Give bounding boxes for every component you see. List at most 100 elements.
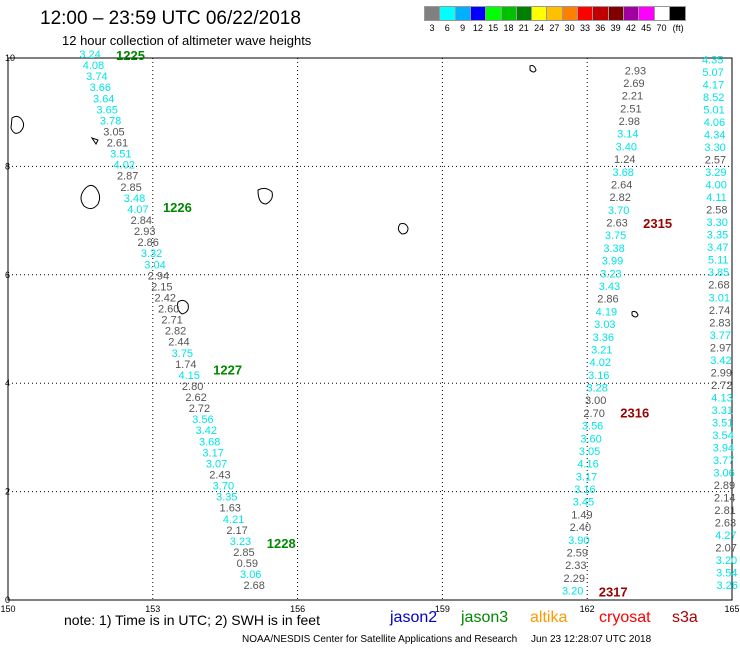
wave-height-value: 8.52: [703, 92, 724, 104]
wave-height-value: 3.36: [593, 332, 614, 344]
wave-height-value: 3.30: [706, 217, 727, 229]
credit-text: NOAA/NESDIS Center for Satellite Applica…: [242, 634, 518, 645]
wave-height-value: 2.69: [623, 78, 644, 90]
wave-height-value: 3.26: [716, 580, 737, 592]
wave-height-value: 3.51: [712, 417, 733, 429]
wave-height-value: 4.07: [127, 204, 148, 216]
island-outline: [10, 115, 25, 134]
wave-height-value: 3.75: [172, 348, 193, 360]
wave-height-value: 3.43: [599, 281, 620, 293]
wave-height-value: 3.85: [708, 267, 729, 279]
legend-label: 27: [549, 23, 560, 33]
wave-height-value: 3.47: [707, 242, 728, 254]
wave-height-value: 2.72: [189, 403, 210, 415]
lat-tick-label: 2: [5, 487, 10, 497]
lat-tick-label: 6: [5, 270, 10, 280]
footer-note: note: 1) Time is in UTC; 2) SWH is in fe…: [64, 612, 320, 628]
island-outline: [631, 310, 639, 318]
wave-height-value: 5.07: [702, 67, 723, 79]
map-frame: [7, 57, 733, 601]
wave-height-value: 2.44: [168, 337, 189, 349]
legend-label: 45: [641, 23, 652, 33]
wave-height-value: 2.74: [709, 305, 730, 317]
wave-height-value: 3.54: [712, 430, 733, 442]
legend-label: 36: [595, 23, 606, 33]
lon-tick-label: 162: [580, 604, 595, 614]
wave-height-value: 2.86: [597, 294, 618, 306]
wave-height-value: 2.07: [715, 543, 736, 555]
legend-label: 9: [460, 23, 466, 33]
wave-height-value: 2.82: [609, 192, 630, 204]
wave-height-value: 4.17: [703, 79, 724, 91]
wave-height-value: 3.01: [709, 292, 730, 304]
wave-height-value: 2.63: [606, 218, 627, 230]
pass-time-label: 2315: [643, 216, 672, 231]
wave-height-value: 3.77: [710, 330, 731, 342]
wave-height-value: 2.81: [714, 505, 735, 517]
wave-height-value: 2.86: [137, 237, 158, 249]
wave-height-value: 2.62: [185, 392, 206, 404]
wave-height-value: 3.35: [707, 230, 728, 242]
wave-height-value: 2.70: [583, 408, 604, 420]
wave-height-value: 2.97: [710, 342, 731, 354]
wave-height-value: 3.60: [580, 433, 601, 445]
wave-height-value: 3.78: [100, 115, 121, 127]
island-outline: [177, 299, 189, 315]
wave-height-value: 3.38: [603, 243, 624, 255]
legend-label: 30: [564, 23, 575, 33]
wave-height-value: 2.51: [620, 103, 641, 115]
wave-height-value: 3.74: [86, 71, 107, 83]
wave-height-value: 3.40: [616, 141, 637, 153]
wave-height-value: 3.20: [562, 586, 583, 598]
lat-tick-label: 10: [5, 53, 15, 63]
wave-height-value: 2.71: [161, 315, 182, 327]
wave-height-value: 3.29: [705, 167, 726, 179]
wave-height-value: 4.08: [83, 60, 104, 72]
wave-height-value: 3.20: [716, 555, 737, 567]
wave-height-value: 3.90: [568, 535, 589, 547]
pass-time-label: 1227: [213, 362, 242, 377]
wave-height-value: 2.63: [715, 518, 736, 530]
wave-height-value: 3.54: [716, 568, 737, 580]
wave-height-value: 4.27: [715, 530, 736, 542]
pass-time-label: 1226: [163, 200, 192, 215]
wave-height-value: 2.64: [611, 179, 632, 191]
legend-label: 15: [488, 23, 499, 33]
wave-height-value: 2.82: [165, 326, 186, 338]
satellite-label-altika: altika: [530, 609, 568, 626]
wave-height-value: 3.70: [213, 481, 234, 493]
pass-time-label: 2317: [599, 585, 628, 600]
wave-height-value: 3.68: [199, 436, 220, 448]
wave-height-value: 2.80: [182, 381, 203, 393]
pass-time-label: 2316: [620, 406, 649, 421]
legend-label: 70: [656, 23, 667, 33]
satellite-label-jason3: jason3: [461, 609, 509, 626]
wave-height-value: 3.32: [141, 248, 162, 260]
wave-height-value: 3.00: [585, 395, 606, 407]
wave-height-value: 3.30: [704, 142, 725, 154]
wave-height-value: 2.72: [711, 380, 732, 392]
wave-height-value: 1.24: [614, 154, 635, 166]
island-outlines: [10, 65, 639, 318]
wave-height-value: 3.77: [713, 455, 734, 467]
legend-label: 6: [444, 23, 450, 33]
wave-height-value: 3.42: [710, 355, 731, 367]
wave-height-value: 4.34: [704, 130, 725, 142]
wave-height-value: 4.35: [702, 54, 723, 66]
wave-height-value: 2.61: [107, 138, 128, 150]
lon-tick-label: 156: [290, 604, 305, 614]
wave-height-value: 2.93: [625, 65, 646, 77]
wave-height-value: 2.93: [134, 226, 155, 238]
wave-height-value: 3.06: [240, 569, 261, 581]
wave-height-value: 2.68: [243, 580, 264, 592]
wave-height-value: 2.15: [151, 281, 172, 293]
wave-height-value: 4.13: [711, 392, 732, 404]
wave-height-value: 2.68: [708, 280, 729, 292]
legend-unit: (ft): [672, 23, 684, 33]
island-outline: [80, 184, 101, 210]
wave-height-value: 2.17: [226, 525, 247, 537]
lon-tick-label: 150: [0, 604, 15, 614]
wave-height-value: 2.42: [155, 292, 176, 304]
wave-height-value: 4.11: [706, 192, 727, 204]
lat-tick-label: 8: [5, 161, 10, 171]
